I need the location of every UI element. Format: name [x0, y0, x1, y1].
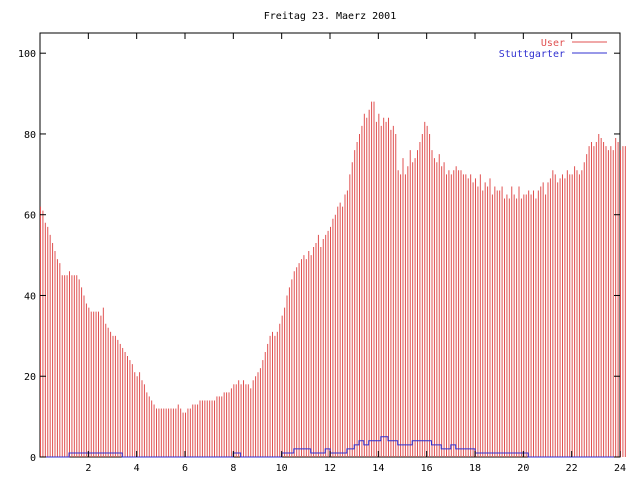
y-tick-label: 20 — [24, 372, 36, 383]
x-tick-label: 22 — [566, 463, 578, 474]
y-tick-label: 40 — [24, 291, 36, 302]
chart-title: Freitag 23. Maerz 2001 — [264, 11, 396, 22]
stuttgarter-series-line — [40, 436, 620, 458]
y-tick-label: 100 — [18, 49, 36, 60]
legend-label: Stuttgarter — [499, 49, 565, 60]
x-tick-label: 20 — [517, 463, 529, 474]
y-tick-label: 60 — [24, 211, 36, 222]
x-tick-label: 24 — [614, 463, 626, 474]
y-tick-label: 0 — [30, 453, 36, 464]
user-series — [40, 101, 626, 457]
x-tick-label: 10 — [276, 463, 288, 474]
x-tick-label: 6 — [182, 463, 188, 474]
x-tick-label: 2 — [85, 463, 91, 474]
x-tick-label: 12 — [324, 463, 336, 474]
x-tick-label: 8 — [230, 463, 236, 474]
legend-label: User — [541, 38, 565, 49]
y-tick-label: 80 — [24, 130, 36, 141]
x-tick-label: 18 — [469, 463, 481, 474]
x-tick-label: 14 — [372, 463, 384, 474]
x-tick-label: 4 — [134, 463, 140, 474]
x-tick-label: 16 — [421, 463, 433, 474]
